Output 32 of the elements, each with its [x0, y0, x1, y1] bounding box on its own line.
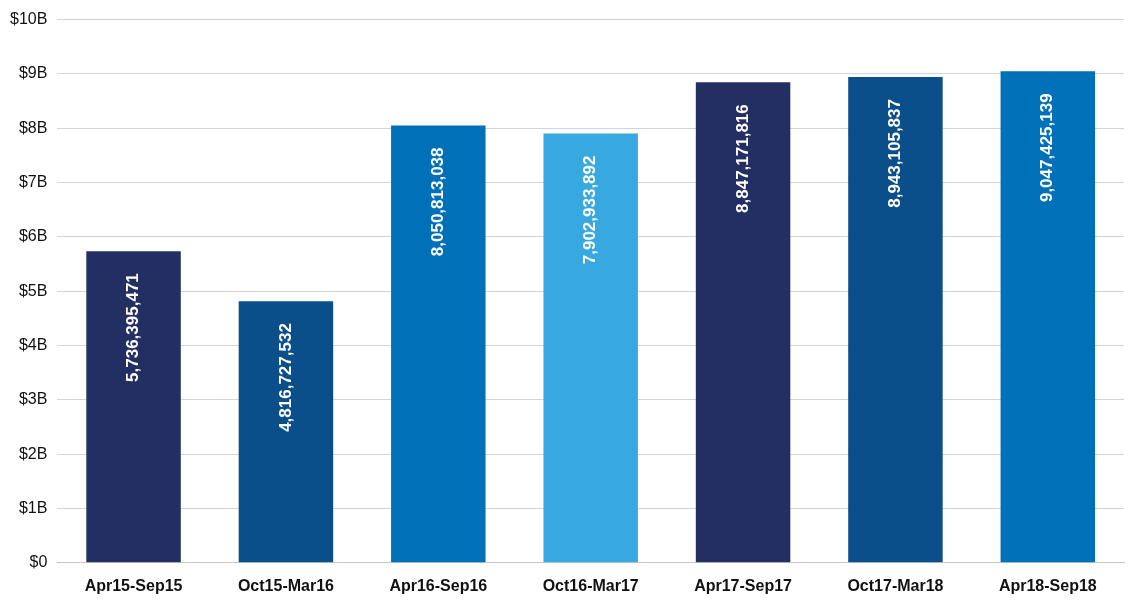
bar	[695, 82, 791, 563]
y-tick-label: $9B	[18, 64, 48, 82]
y-tick-label: $7B	[18, 172, 48, 190]
x-tick-label: Apr17-Sep17	[694, 576, 793, 594]
data-label: 7,902,933,892	[580, 155, 600, 265]
x-tick-label: Apr16-Sep16	[389, 576, 488, 594]
data-label: 4,816,727,532	[275, 323, 295, 432]
y-tick-label: $4B	[18, 335, 48, 353]
data-label: 8,050,813,038	[427, 147, 447, 257]
bar	[238, 301, 334, 563]
y-tick-label: $2B	[18, 444, 48, 462]
bar	[1000, 71, 1096, 563]
x-tick-label: Oct15-Mar16	[237, 576, 335, 594]
bar	[391, 125, 486, 563]
bar	[543, 133, 638, 563]
x-tick-label: Oct16-Mar17	[542, 576, 639, 594]
data-label: 5,736,395,471	[123, 273, 143, 382]
data-label: 8,943,105,837	[885, 99, 905, 208]
bar	[86, 251, 181, 563]
x-tick-label: Oct17-Mar18	[847, 576, 944, 594]
bar	[848, 77, 943, 563]
data-label: 8,847,171,816	[732, 104, 752, 213]
y-tick-label: $3B	[18, 390, 48, 408]
y-tick-label: $10B	[9, 10, 48, 28]
y-tick-label: $8B	[18, 118, 48, 136]
x-tick-label: Apr18-Sep18	[998, 576, 1097, 594]
data-label: 9,047,425,139	[1037, 93, 1057, 203]
y-tick-label: $6B	[18, 227, 48, 245]
y-tick-label: $0	[29, 553, 48, 571]
y-tick-label: $5B	[18, 281, 48, 299]
y-tick-label: $1B	[18, 498, 48, 516]
x-tick-label: Apr15-Sep15	[84, 576, 183, 594]
